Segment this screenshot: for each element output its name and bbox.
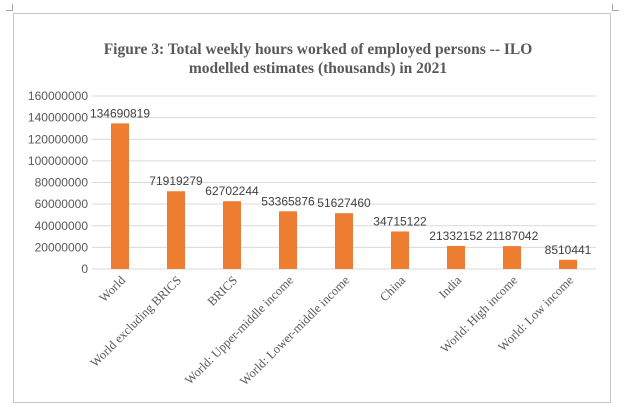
data-label: 134690819 bbox=[90, 106, 150, 120]
y-tick-label: 60000000 bbox=[35, 197, 89, 211]
category-label: World excluding BRICS bbox=[88, 273, 185, 370]
page-corner-mark-right bbox=[612, 4, 619, 11]
category-label: World: Upper-middle income bbox=[182, 273, 296, 387]
chart-title-line-2: modelled estimates (thousands) in 2021 bbox=[189, 60, 447, 77]
data-label: 62702244 bbox=[205, 184, 259, 198]
data-label: 34715122 bbox=[373, 214, 427, 228]
category-label: World bbox=[96, 273, 128, 305]
data-label: 53365876 bbox=[261, 194, 315, 208]
gridlines bbox=[92, 95, 596, 270]
y-axis-tick-labels: 0 20000000 40000000 60000000 80000000 1000000… bbox=[28, 89, 88, 276]
bar bbox=[391, 231, 409, 269]
bars bbox=[111, 123, 577, 269]
bar bbox=[279, 211, 297, 269]
chart-title-line-1: Figure 3: Total weekly hours worked of e… bbox=[104, 41, 533, 58]
page-corner-mark-left bbox=[6, 4, 13, 11]
data-label: 8510441 bbox=[545, 243, 592, 257]
data-label: 71919279 bbox=[149, 174, 203, 188]
y-tick-label: 20000000 bbox=[35, 240, 89, 254]
y-tick-label: 100000000 bbox=[28, 154, 88, 168]
category-label: China bbox=[377, 273, 408, 304]
bar bbox=[447, 245, 465, 269]
y-tick-label: 40000000 bbox=[35, 219, 89, 233]
y-tick-label: 0 bbox=[81, 262, 88, 276]
bar bbox=[559, 259, 577, 269]
bar bbox=[223, 201, 241, 269]
y-tick-label: 120000000 bbox=[28, 132, 88, 146]
data-label: 51627460 bbox=[317, 196, 371, 210]
bar bbox=[335, 213, 353, 269]
bar bbox=[111, 123, 129, 269]
category-label: World: Lower-middle income bbox=[237, 273, 352, 388]
bar bbox=[167, 191, 185, 269]
bar bbox=[503, 246, 521, 269]
data-label: 21187042 bbox=[486, 229, 539, 243]
y-tick-label: 140000000 bbox=[28, 111, 88, 125]
y-tick-label: 160000000 bbox=[28, 89, 88, 103]
data-label: 21332152 bbox=[429, 229, 483, 243]
category-label: India bbox=[436, 273, 464, 301]
category-label: BRICS bbox=[205, 273, 240, 308]
y-tick-label: 80000000 bbox=[35, 176, 89, 190]
